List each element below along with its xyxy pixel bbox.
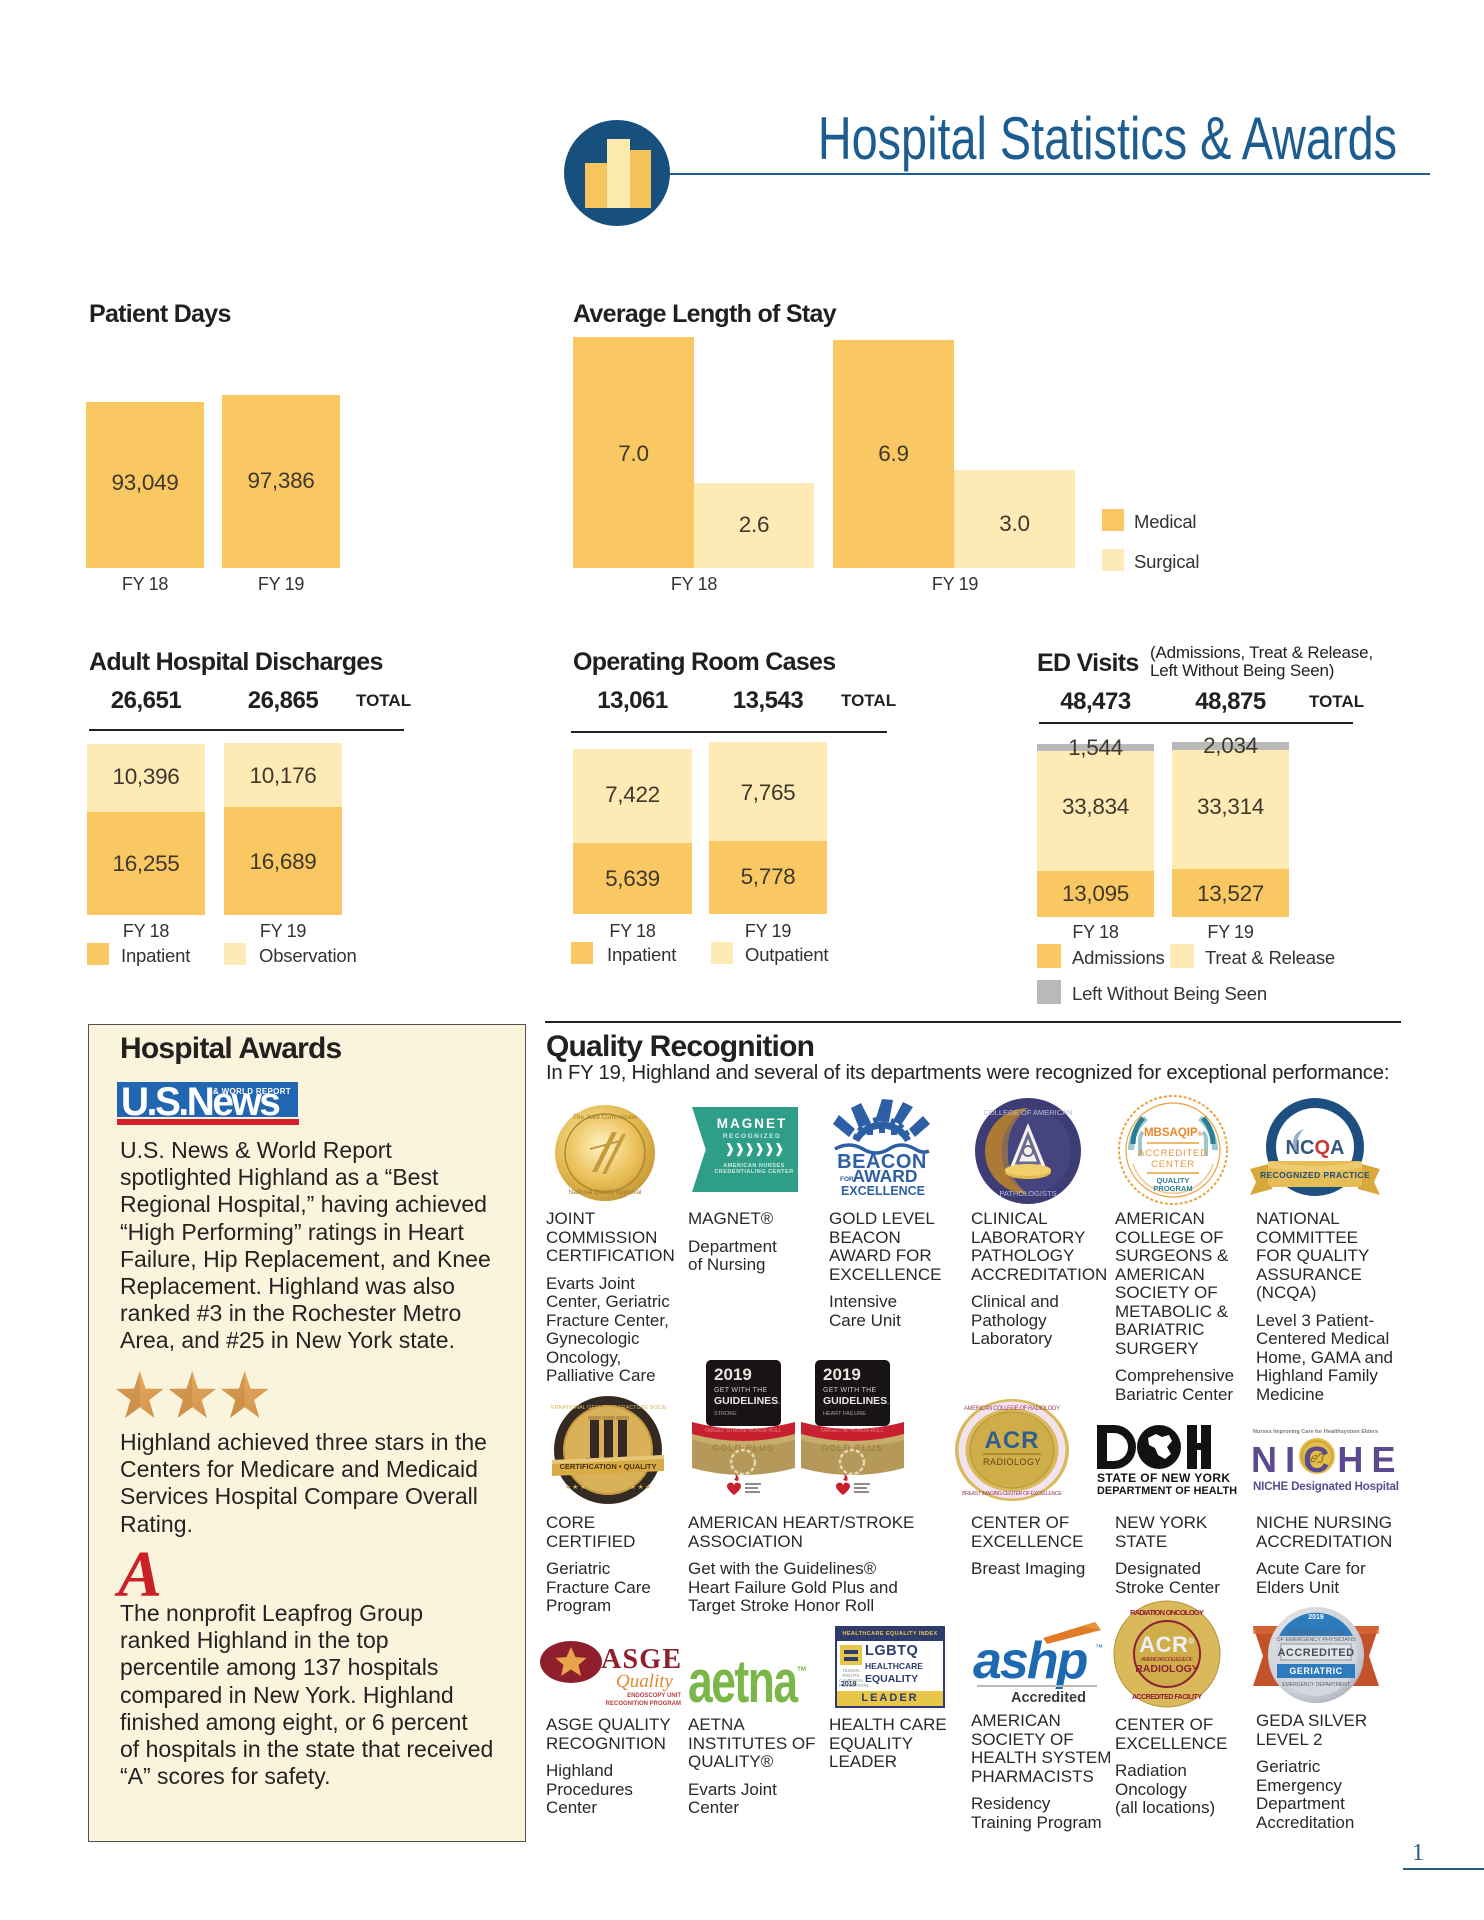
svg-text:ACCREDITED: ACCREDITED (1277, 1647, 1354, 1659)
svg-text:NCQA: NCQA (1286, 1137, 1345, 1159)
svg-text:BREAST IMAGING CENTER OF EXCEL: BREAST IMAGING CENTER OF EXCELLENCE (962, 1491, 1062, 1497)
svg-text:INTERNATIONAL GERIATRIC FRACTU: INTERNATIONAL GERIATRIC FRACTURE SOCIETY (550, 1405, 666, 1411)
svg-text:STROKE: STROKE (714, 1411, 737, 1417)
svg-text:CERTIFICATION • QUALITY: CERTIFICATION • QUALITY (559, 1462, 656, 1471)
svg-text:AMERICAN COLLEGE OF: AMERICAN COLLEGE OF (1141, 1657, 1194, 1663)
svg-text:GUIDELINES.: GUIDELINES. (714, 1395, 780, 1407)
svg-text:TARGET: STROKE HONOR ROLL: TARGET: STROKE HONOR ROLL (704, 1428, 781, 1434)
svg-text:ashp: ashp (973, 1632, 1088, 1690)
svg-text:ASGE: ASGE (601, 1644, 681, 1675)
svg-text:QUALITY: QUALITY (1157, 1176, 1190, 1185)
svg-text:MBSAQIP®: MBSAQIP® (1144, 1127, 1203, 1139)
svg-text:ACCREDITED: ACCREDITED (1138, 1148, 1208, 1159)
svg-text:GET WITH THE: GET WITH THE (714, 1387, 768, 1394)
svg-text:ACCREDITED FACILITY: ACCREDITED FACILITY (1132, 1694, 1202, 1701)
svg-text:FOR: FOR (840, 1176, 854, 1183)
svg-text:RADIATION ONCOLOGY: RADIATION ONCOLOGY (1130, 1608, 1204, 1617)
svg-text:Accredited: Accredited (1011, 1690, 1086, 1706)
svg-text:HEART FAILURE: HEART FAILURE (823, 1411, 866, 1417)
svg-text:RECOGNITION PROGRAM: RECOGNITION PROGRAM (606, 1701, 681, 1706)
svg-text:PROGRAM: PROGRAM (1153, 1184, 1192, 1193)
svg-text:STATE OF NEW YORK: STATE OF NEW YORK (1097, 1471, 1230, 1485)
svg-text:BEACON: BEACON (837, 1151, 927, 1173)
svg-text:ACR®: ACR® (1139, 1632, 1195, 1657)
svg-text:PATHOLOGISTS: PATHOLOGISTS (999, 1189, 1056, 1198)
svg-text:OF EMERGENCY PHYSICIANS: OF EMERGENCY PHYSICIANS (1276, 1637, 1356, 1643)
svg-text:2019: 2019 (714, 1365, 752, 1384)
svg-text:GET WITH THE: GET WITH THE (823, 1387, 877, 1394)
svg-text:RADIOLOGY: RADIOLOGY (1135, 1663, 1199, 1675)
svg-text:GERIATRIC: GERIATRIC (1289, 1666, 1342, 1676)
svg-text:DEPARTMENT OF HEALTH: DEPARTMENT OF HEALTH (1097, 1485, 1237, 1496)
svg-text:AMERICAN COLLEGE OF RADIOLOGY: AMERICAN COLLEGE OF RADIOLOGY (964, 1406, 1060, 1412)
svg-text:RADIOLOGY: RADIOLOGY (983, 1457, 1041, 1467)
svg-text:NICHE Designated Hospital: NICHE Designated Hospital (1253, 1481, 1399, 1493)
svg-text:The Joint Commission: The Joint Commission (573, 1114, 638, 1121)
svg-text:2019: 2019 (823, 1365, 861, 1384)
svg-text:AMERICAN COLLEGE: AMERICAN COLLEGE (1288, 1630, 1345, 1636)
svg-text:NICHE: NICHE (1253, 1439, 1397, 1480)
svg-text:GOLD PLUS: GOLD PLUS (712, 1443, 774, 1453)
svg-text:Nurses Improving Care for Heal: Nurses Improving Care for Healthsystem E… (1253, 1429, 1378, 1435)
svg-text:Quality: Quality (616, 1671, 674, 1692)
svg-text:2019: 2019 (1308, 1614, 1324, 1621)
svg-text:𝑒ℑ: 𝑒ℑ (1310, 1450, 1327, 1465)
svg-text:CENTER: CENTER (1151, 1159, 1195, 1170)
svg-text:GUIDELINES.: GUIDELINES. (823, 1395, 889, 1407)
svg-text:EXCELLENCE: EXCELLENCE (841, 1184, 925, 1197)
svg-text:™: ™ (1095, 1643, 1103, 1652)
svg-text:GOLD PLUS: GOLD PLUS (821, 1443, 883, 1453)
svg-text:EMERGENCY DEPARTMENT: EMERGENCY DEPARTMENT (1282, 1682, 1350, 1688)
svg-text:TARGET: HF HONOR ROLL: TARGET: HF HONOR ROLL (820, 1428, 883, 1434)
svg-text:National Quality Approval: National Quality Approval (569, 1189, 643, 1196)
svg-text:AWARD: AWARD (852, 1166, 917, 1186)
svg-text:ENDOSCOPY UNIT: ENDOSCOPY UNIT (627, 1693, 681, 1699)
svg-text:★ ★ ★ CORE LEVEL ★ ★ ★: ★ ★ ★ CORE LEVEL ★ ★ ★ (565, 1483, 652, 1491)
svg-text:ACR: ACR (985, 1427, 1040, 1454)
svg-text:RECOGNIZED PRACTICE: RECOGNIZED PRACTICE (1260, 1170, 1370, 1180)
svg-text:COLLEGE OF AMERICAN: COLLEGE OF AMERICAN (983, 1108, 1072, 1117)
